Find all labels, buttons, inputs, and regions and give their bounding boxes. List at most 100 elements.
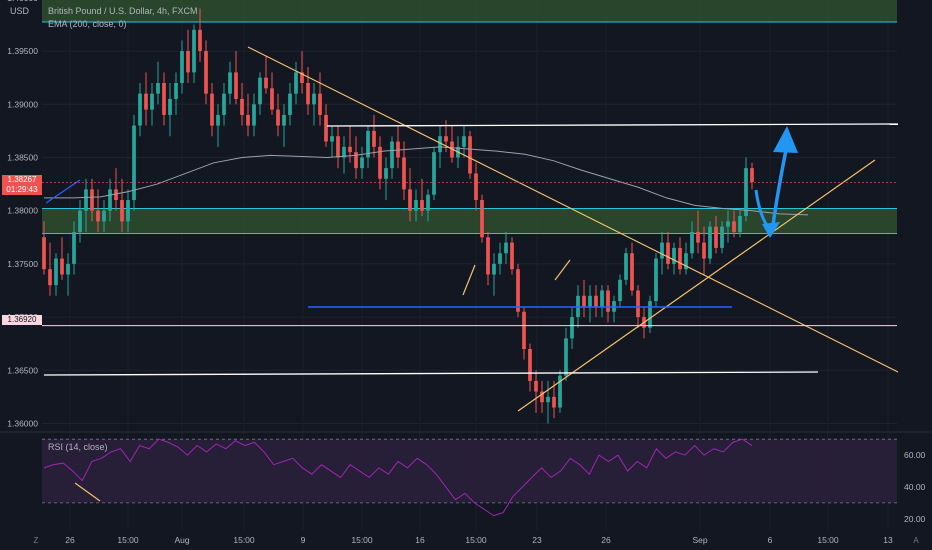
rsi-tick-label: 60.00 xyxy=(904,450,926,460)
candle-body xyxy=(318,93,322,115)
candle-body xyxy=(564,338,568,376)
candle-body xyxy=(240,98,244,115)
candle-body xyxy=(534,380,538,392)
time-tick-label: 15:00 xyxy=(465,535,487,545)
current-price-badge: 1.38267 01:29:43 xyxy=(2,175,42,195)
candle-body xyxy=(558,375,562,408)
candle-body xyxy=(330,136,334,142)
candle-body xyxy=(270,88,274,110)
candle-body xyxy=(546,396,550,403)
candle-body xyxy=(468,136,472,174)
candle-body xyxy=(144,93,148,110)
ema-line xyxy=(44,146,809,216)
time-tick-label: 6 xyxy=(768,535,773,545)
rsi-pane: 60.00 40.00 20.00 xyxy=(0,431,932,524)
candle-body xyxy=(504,242,508,254)
candle-body xyxy=(78,210,82,232)
candle-body xyxy=(624,253,628,280)
candle-body xyxy=(708,226,712,259)
timezone-icon: Z xyxy=(34,536,39,545)
price-tick-label: 1.36000 xyxy=(7,418,38,428)
current-price: 1.38267 xyxy=(7,175,37,184)
candle-body xyxy=(354,152,358,169)
horizontal-resistance-line xyxy=(326,123,899,127)
candle-body xyxy=(312,93,316,105)
candle-body xyxy=(672,247,676,264)
candle-body xyxy=(426,194,430,211)
candle-body xyxy=(660,242,664,259)
level-price-badge: 1.36920 xyxy=(2,315,42,325)
candle-body xyxy=(702,242,706,259)
candle-body xyxy=(372,130,376,147)
candle-body xyxy=(474,173,478,201)
candle-body xyxy=(228,72,232,94)
level-price: 1.36920 xyxy=(7,315,37,324)
candle-body xyxy=(654,258,658,302)
candle-body xyxy=(594,295,598,307)
candle-body xyxy=(588,295,592,307)
candle-body xyxy=(714,226,718,248)
candle-body xyxy=(666,242,670,264)
rsi-indicator-label: RSI (14, close) xyxy=(48,442,108,452)
time-tick-label: Aug xyxy=(174,535,189,545)
candle-body xyxy=(204,51,208,94)
forecast-arrow-up-head xyxy=(773,126,798,153)
candle-body xyxy=(384,168,388,179)
price-tick-label: 1.40000 xyxy=(7,0,38,3)
candle-body xyxy=(528,349,532,381)
candle-body xyxy=(72,231,76,264)
time-tick-label: 16 xyxy=(415,535,425,545)
symbol-title: British Pound / U.S. Dollar, 4h, FXCM xyxy=(48,6,198,16)
candle-body xyxy=(606,290,610,312)
trend-segment xyxy=(462,264,476,296)
candle-body xyxy=(150,93,154,110)
candle-body xyxy=(210,93,214,126)
candle-body xyxy=(54,258,58,286)
candle-body xyxy=(462,136,466,147)
candle-body xyxy=(366,130,370,158)
blue-trend-segment xyxy=(45,179,81,204)
rsi-tick-label: 40.00 xyxy=(904,482,926,492)
candle-body xyxy=(162,82,166,115)
time-tick-label: 26 xyxy=(65,535,75,545)
candle-body xyxy=(60,258,64,275)
currency-label: USD xyxy=(10,6,30,16)
time-tick-label: 15:00 xyxy=(351,535,373,545)
candle-body xyxy=(438,136,442,153)
candle-body xyxy=(288,93,292,115)
price-tick-label: 1.38000 xyxy=(7,206,38,216)
zones xyxy=(42,0,897,235)
candle-body xyxy=(276,109,280,126)
candle-body xyxy=(348,146,352,153)
candle-body xyxy=(264,77,268,89)
candle-body xyxy=(294,72,298,94)
candle-body xyxy=(258,77,262,105)
candle-body xyxy=(108,189,112,211)
support-zone xyxy=(42,208,897,234)
candle-body xyxy=(96,210,100,222)
candle-body xyxy=(486,237,490,275)
candle-body xyxy=(744,168,748,216)
candle-body xyxy=(336,136,340,158)
time-axis[interactable]: 26 15:00 Aug 15:00 9 15:00 16 15:00 23 26 Sep 6 15:0… xyxy=(34,535,920,545)
candle-body xyxy=(738,216,742,232)
forecast-arrow-up xyxy=(770,149,788,233)
rsi-band xyxy=(42,439,897,503)
candle-body xyxy=(126,200,130,222)
candle-body xyxy=(750,168,754,182)
candle-body xyxy=(480,200,484,238)
candle-body xyxy=(222,93,226,115)
trend-segment xyxy=(554,259,571,281)
resistance-zone xyxy=(42,0,897,22)
candle-body xyxy=(102,210,106,222)
rsi-line xyxy=(43,438,753,517)
time-tick-label: 26 xyxy=(601,535,611,545)
time-tick-label: 15:00 xyxy=(117,535,139,545)
candle-body xyxy=(324,114,328,142)
candle-body xyxy=(378,146,382,179)
candle-body xyxy=(66,263,70,275)
candle-body xyxy=(432,152,436,195)
price-tick-label: 1.36500 xyxy=(7,365,38,375)
candle-body xyxy=(522,311,526,350)
